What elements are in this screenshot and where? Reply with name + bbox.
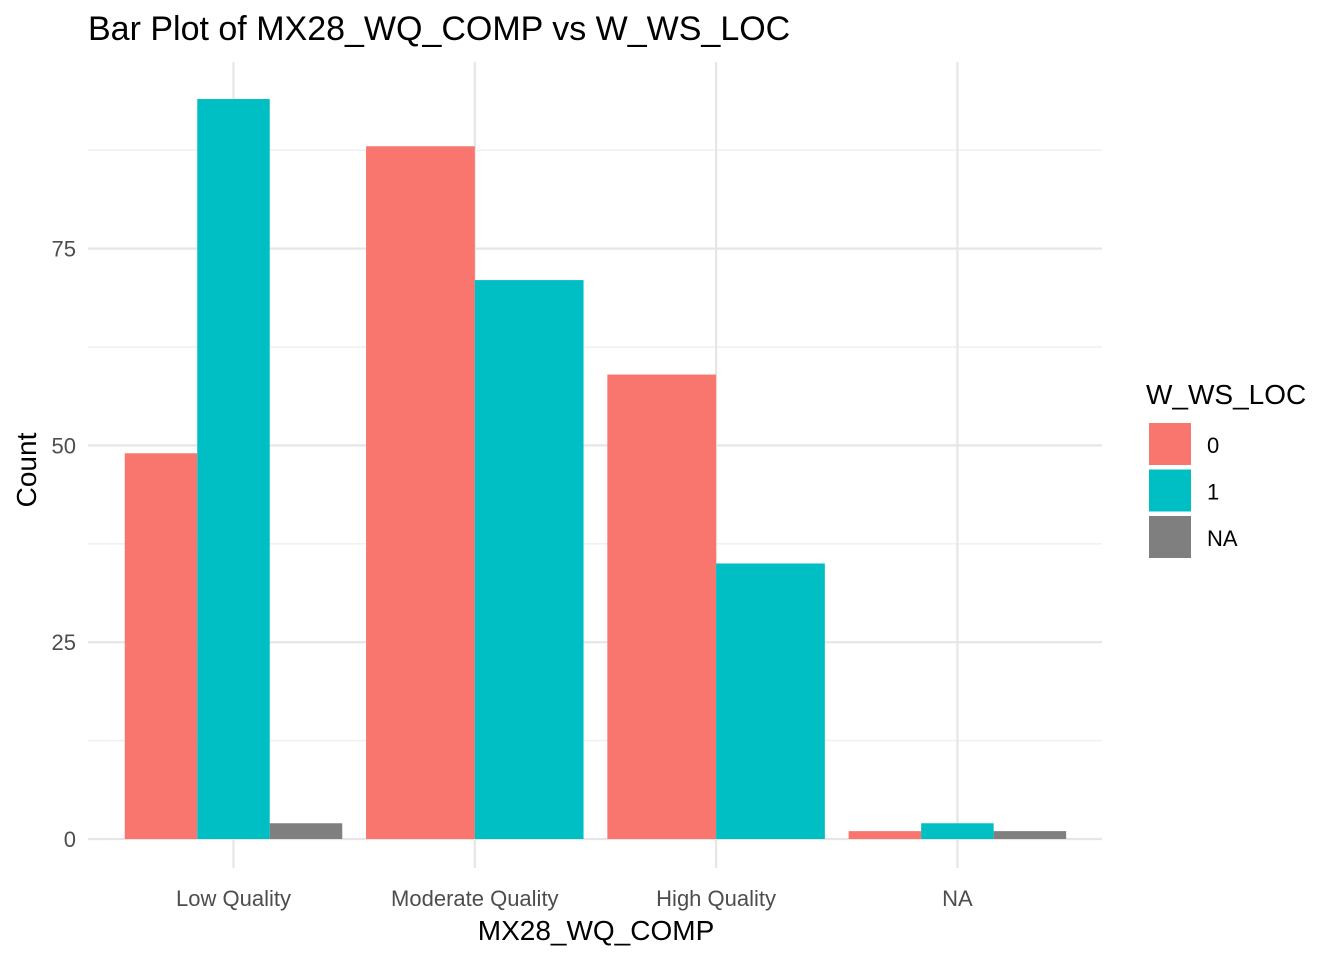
x-axis-ticks: Low Quality Moderate Quality High Quality N… <box>176 886 973 911</box>
bar <box>921 823 994 839</box>
bar <box>993 831 1067 839</box>
bar <box>607 374 717 839</box>
legend-label: NA <box>1207 526 1238 551</box>
y-tick-label: 0 <box>64 827 76 852</box>
y-axis-ticks: 0 25 50 75 <box>52 237 76 852</box>
x-tick-label: Low Quality <box>176 886 291 911</box>
x-axis-title: MX28_WQ_COMP <box>478 915 715 946</box>
legend: W_WS_LOC 0 1 NA <box>1146 379 1306 558</box>
x-tick-label: Moderate Quality <box>391 886 559 911</box>
legend-swatch <box>1149 423 1191 465</box>
x-tick-label: High Quality <box>656 886 776 911</box>
bar <box>716 563 825 839</box>
bar <box>366 146 475 839</box>
legend-label: 0 <box>1207 433 1219 458</box>
y-tick-label: 50 <box>52 433 76 458</box>
bars <box>124 99 1067 840</box>
legend-swatch <box>1149 469 1191 512</box>
bar <box>197 99 270 840</box>
y-axis-title: Count <box>11 432 42 507</box>
y-tick-label: 25 <box>52 630 76 655</box>
legend-title: W_WS_LOC <box>1146 379 1306 410</box>
y-tick-label: 75 <box>52 237 76 262</box>
legend-label: 1 <box>1207 480 1219 505</box>
bar <box>848 831 922 839</box>
bar <box>124 453 198 839</box>
chart-title: Bar Plot of MX28_WQ_COMP vs W_WS_LOC <box>88 10 790 48</box>
bar <box>269 823 343 839</box>
x-tick-label: NA <box>942 886 973 911</box>
bar <box>474 280 584 839</box>
legend-swatch <box>1149 516 1191 558</box>
